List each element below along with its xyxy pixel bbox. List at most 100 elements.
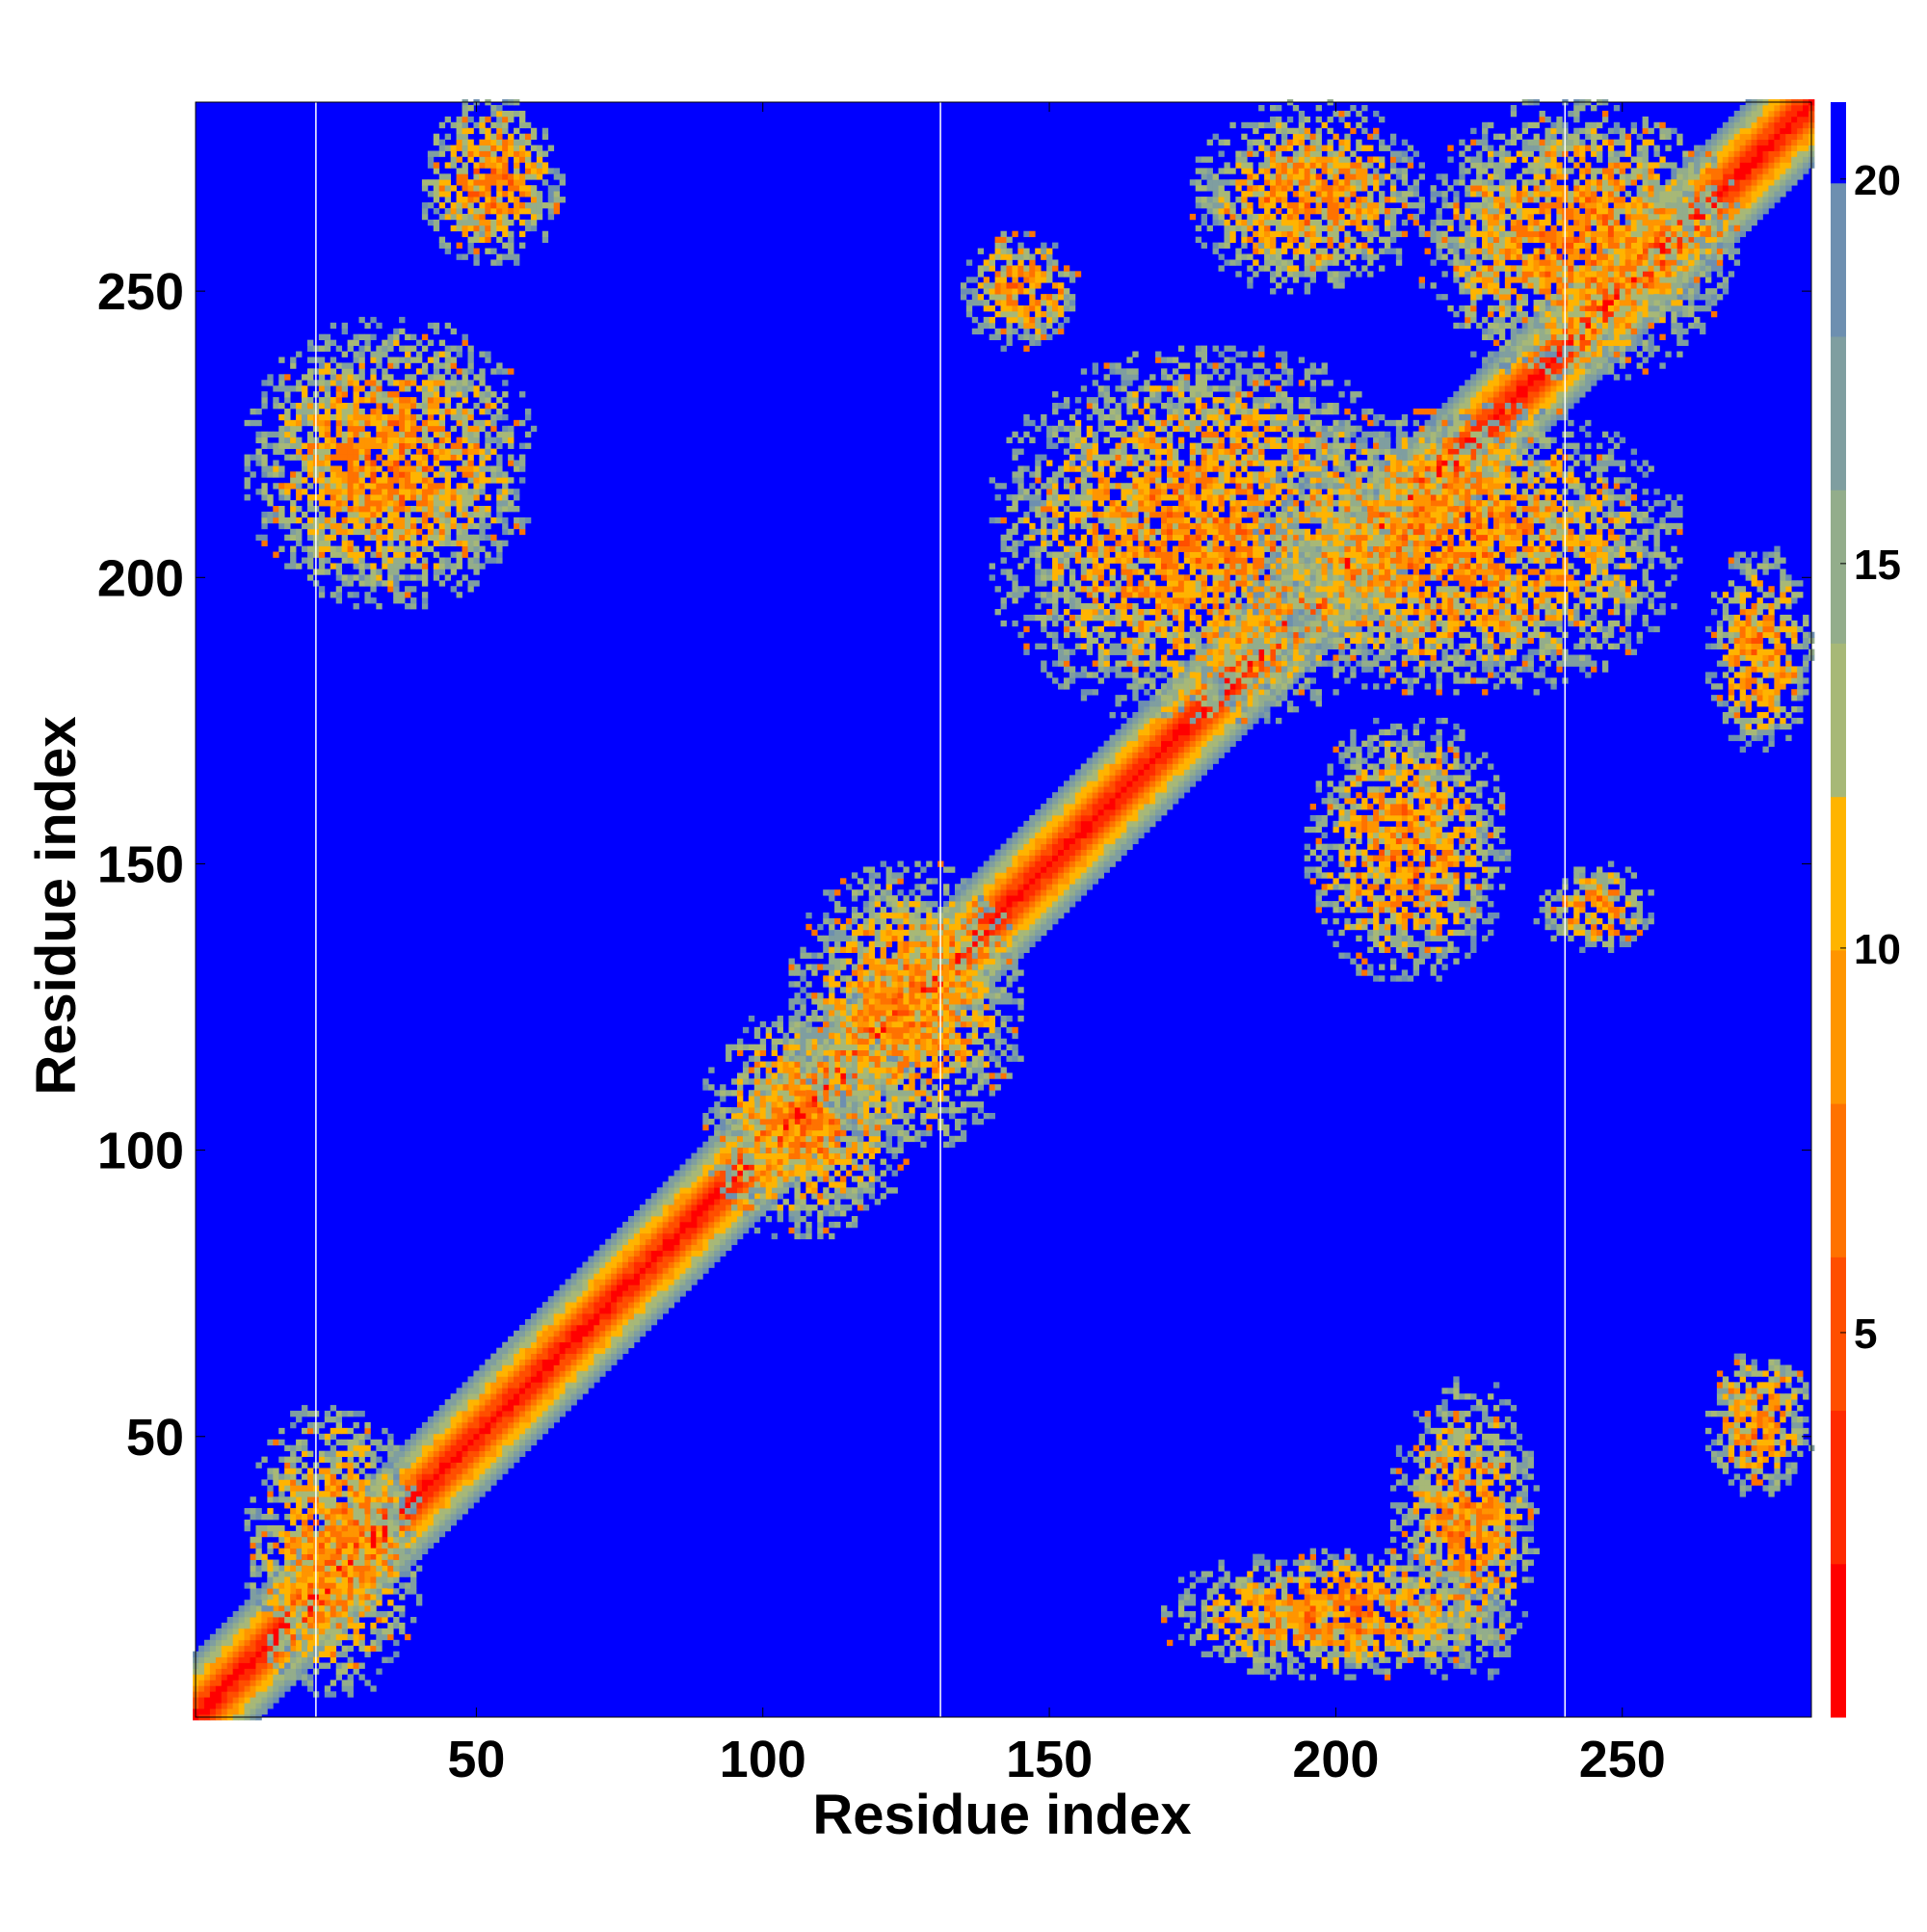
heatmap-cell [983,964,990,970]
heatmap-cell [541,1405,549,1412]
heatmap-cell [1006,895,1013,902]
heatmap-cell [594,1290,600,1297]
heatmap-cell [622,1267,629,1274]
heatmap-cell [496,1405,503,1412]
heatmap-cell [502,1462,509,1469]
heatmap-cell [541,1421,549,1429]
heatmap-cell [490,1364,497,1371]
heatmap-cell [399,1462,406,1469]
heatmap-cell [1155,723,1162,730]
heatmap-cell [1218,631,1225,639]
heatmap-cell [1149,717,1156,725]
heatmap-cell [720,1181,726,1188]
heatmap-cell [547,1313,555,1320]
heatmap-cell [1321,603,1328,610]
heatmap-cell [250,1685,256,1692]
heatmap-cell [1092,855,1099,861]
heatmap-cell [541,1382,549,1389]
heatmap-cell [1155,757,1162,764]
heatmap-cell [742,1227,750,1234]
heatmap-cell [255,1680,262,1686]
heatmap-cell [244,1656,251,1663]
heatmap-cell [1006,917,1013,925]
heatmap-cell [415,1462,423,1469]
heatmap-cell [685,1261,692,1268]
heatmap-cell [541,1353,549,1360]
heatmap-cell [433,1433,440,1441]
heatmap-cell [868,975,876,982]
heatmap-cell [971,987,979,993]
heatmap-cell [726,1152,732,1159]
heatmap-cell [267,1662,274,1669]
heatmap-cell [473,1399,480,1406]
heatmap-cell [588,1353,594,1360]
heatmap-cell [559,1353,566,1360]
heatmap-cell [1161,723,1168,730]
heatmap-cell [1029,820,1036,828]
heatmap-cell [244,1662,251,1669]
heatmap-cell [278,1651,285,1657]
heatmap-cell [1109,746,1116,753]
heatmap-cell [514,1347,520,1354]
heatmap-cell [960,923,967,931]
heatmap-cell [267,1697,274,1704]
heatmap-cell [421,1496,429,1503]
heatmap-cell [1069,775,1076,781]
heatmap-cell [599,1244,606,1252]
heatmap-cell [267,1691,274,1698]
heatmap-cell [720,1199,726,1205]
heatmap-cell [496,1416,503,1423]
heatmap-cell [255,1703,262,1709]
heatmap-cell [1172,723,1179,730]
heatmap-cell [617,1232,623,1240]
heatmap-cell [645,1290,652,1297]
heatmap-cell [479,1421,486,1429]
heatmap-cell [1069,786,1076,793]
heatmap-cell [467,1450,474,1457]
heatmap-cell [914,1020,921,1028]
heatmap-cell [438,1530,446,1538]
heatmap-cell [547,1388,555,1394]
heatmap-cell [1092,814,1099,822]
heatmap-cell [382,1582,388,1589]
heatmap-cell [267,1617,274,1624]
heatmap-cell [1195,728,1202,736]
heatmap-cell [645,1284,652,1291]
heatmap-cell [306,1594,314,1601]
heatmap-cell [1264,666,1271,673]
heatmap-cell [302,1656,308,1663]
heatmap-cell [1115,746,1122,753]
heatmap-cell [358,1582,365,1589]
heatmap-cell [1063,781,1070,787]
heatmap-cell [1229,728,1236,736]
heatmap-cell [479,1416,486,1423]
heatmap-cell [645,1308,652,1314]
heatmap-cell [702,1244,709,1252]
heatmap-cell [622,1221,629,1229]
heatmap-cell [1121,804,1127,810]
heatmap-cell [1121,734,1127,742]
heatmap-cell [1058,912,1065,919]
heatmap-cell [645,1324,652,1332]
heatmap-cell [427,1462,435,1469]
heatmap-cell [508,1456,515,1463]
heatmap-cell [977,917,985,925]
heatmap-cell [697,1147,703,1153]
heatmap-cell [582,1267,589,1274]
heatmap-cell [1189,728,1197,736]
heatmap-cell [444,1444,452,1452]
heatmap-cell [656,1221,664,1229]
heatmap-cell [726,1204,732,1211]
heatmap-cell [444,1427,452,1435]
heatmap-cell [960,889,967,896]
heatmap-cell [1058,889,1065,896]
heatmap-cell [1063,814,1070,822]
heatmap-cell [639,1296,647,1303]
heatmap-cell [611,1313,618,1320]
heatmap-cell [232,1651,239,1657]
heatmap-cell [410,1473,417,1480]
heatmap-cell [617,1324,623,1332]
heatmap-cell [1149,809,1156,816]
heatmap-cell [708,1147,715,1153]
heatmap-cell [960,1004,967,1011]
